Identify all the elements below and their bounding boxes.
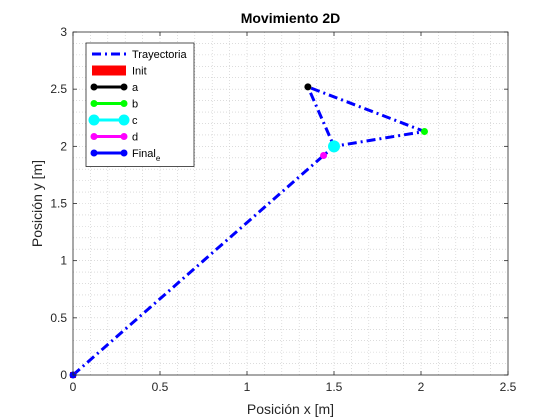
legend-label-text: Init <box>132 66 147 78</box>
legend-label-trayectoria: Trayectoria <box>132 49 187 61</box>
x-axis-label: Posición x [m] <box>247 401 334 417</box>
y-tick-label: 3 <box>60 25 67 39</box>
y-tick-label: 0.5 <box>50 311 67 325</box>
legend-swatch-dot-start <box>88 114 100 126</box>
legend-swatch-dot-start <box>90 149 98 157</box>
y-tick-label: 2 <box>60 139 67 153</box>
legend-label-d: d <box>132 132 138 144</box>
legend-swatch-init <box>92 65 126 76</box>
legend-label-text: Trayectoria <box>132 49 187 61</box>
legend-label-a: a <box>132 82 139 94</box>
x-tick-label: 1.5 <box>326 380 343 394</box>
legend-label-init: Init <box>132 66 147 78</box>
legend-swatch-dot-end <box>120 83 128 91</box>
legend-swatch-dot-end <box>120 133 128 140</box>
legend-swatch-dot-end <box>120 149 128 157</box>
trajectory-line <box>72 85 426 377</box>
legend-swatch-dot-end <box>120 100 128 107</box>
point-markers <box>69 83 428 379</box>
marker-c <box>328 140 340 153</box>
x-tick-label: 2 <box>418 380 425 394</box>
legend-label-final: Finale <box>132 148 161 163</box>
legend-label-text: c <box>132 115 138 127</box>
legend-swatch-dot-start <box>90 133 98 140</box>
axis-ticks: 0 0.5 1 1.5 2 2.5 0 0.5 1 1.5 2 2.5 3 <box>50 25 516 394</box>
legend-label-text: a <box>132 82 139 94</box>
legend-label-text: b <box>132 99 138 111</box>
chart-title: Movimiento 2D <box>241 10 341 26</box>
legend-swatch-dot-end <box>118 114 130 126</box>
legend-swatch-dot-start <box>90 100 98 107</box>
trajectory-series <box>72 85 426 377</box>
legend-label-text: Final <box>132 148 156 160</box>
marker-a <box>304 83 312 91</box>
x-tick-label: 1 <box>244 380 251 394</box>
y-tick-label: 2.5 <box>50 82 67 96</box>
y-tick-label: 0 <box>60 368 67 382</box>
marker-b <box>420 127 428 135</box>
legend-swatch-dot-start <box>90 83 98 91</box>
legend-label-text: d <box>132 132 138 144</box>
x-tick-label: 2.5 <box>500 380 517 394</box>
x-tick-label: 0 <box>70 380 77 394</box>
marker-d <box>320 151 328 159</box>
y-axis-label: Posición y [m] <box>29 160 45 247</box>
x-tick-label: 0.5 <box>152 380 169 394</box>
legend-label-subscript: e <box>156 154 161 163</box>
legend-label-b: b <box>132 99 138 111</box>
legend-label-c: c <box>132 115 138 127</box>
y-tick-label: 1.5 <box>50 197 67 211</box>
y-tick-label: 1 <box>60 254 67 268</box>
